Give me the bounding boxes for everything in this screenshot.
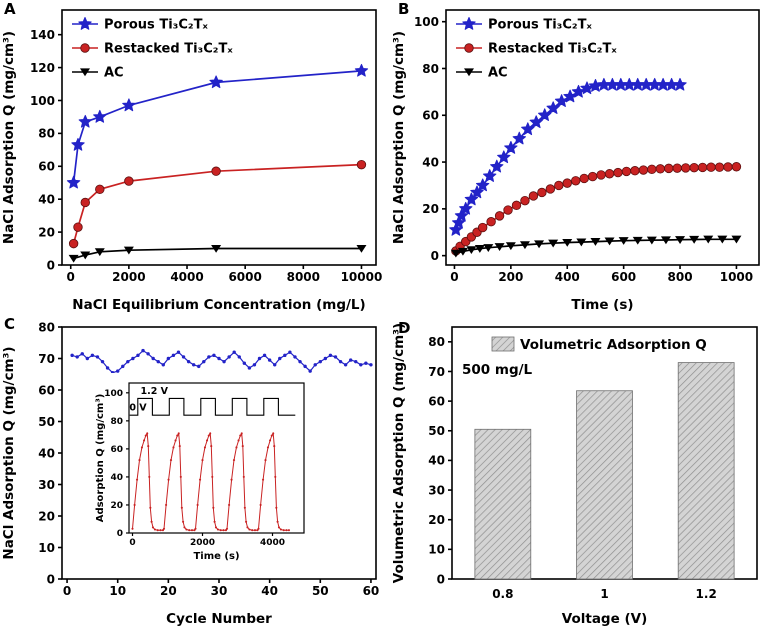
- svg-text:10: 10: [428, 543, 445, 557]
- svg-text:10: 10: [109, 584, 126, 598]
- svg-text:Porous Ti₃C₂Tₓ: Porous Ti₃C₂Tₓ: [488, 18, 592, 33]
- svg-text:0: 0: [437, 572, 445, 586]
- svg-text:40: 40: [38, 193, 55, 207]
- svg-text:0: 0: [117, 529, 123, 539]
- panel-letter-a: A: [4, 0, 16, 18]
- panel-letter-b: B: [398, 0, 410, 18]
- svg-text:0: 0: [47, 258, 55, 272]
- panel-letter-c: C: [4, 315, 16, 333]
- chart-d-voltage-bars: 0 10 20 30 40 50 60 70 80 0.8 1 1.2 Voltage (V) Volum…: [391, 323, 758, 627]
- svg-text:NaCl Adsorption Q (mg/cm³): NaCl Adsorption Q (mg/cm³): [1, 346, 17, 559]
- svg-text:140: 140: [30, 28, 55, 42]
- svg-text:Adsorption Q (mg/cm³): Adsorption Q (mg/cm³): [95, 394, 106, 523]
- svg-text:0.8: 0.8: [492, 587, 513, 601]
- svg-text:Cycle Number: Cycle Number: [166, 611, 272, 627]
- svg-text:30: 30: [428, 483, 445, 497]
- svg-text:60: 60: [422, 109, 439, 123]
- svg-text:NaCl Equilibrium Concentration: NaCl Equilibrium Concentration (mg/L): [72, 297, 365, 313]
- svg-text:0: 0: [67, 270, 75, 284]
- panel-d: D 0 10 20 30 40 50 60 70 80 0.8 1 1.2 Voltage (V) Vol…: [390, 315, 775, 629]
- svg-text:Restacked Ti₃C₂Tₓ: Restacked Ti₃C₂Tₓ: [104, 42, 233, 57]
- svg-text:Time (s): Time (s): [571, 297, 633, 313]
- svg-text:4000: 4000: [260, 538, 285, 548]
- svg-text:2000: 2000: [190, 538, 215, 548]
- svg-text:60: 60: [363, 584, 380, 598]
- svg-text:1: 1: [600, 587, 608, 601]
- svg-text:100: 100: [414, 15, 439, 29]
- svg-text:20: 20: [110, 501, 123, 511]
- svg-text:60: 60: [428, 394, 445, 408]
- svg-text:80: 80: [110, 417, 123, 427]
- svg-text:40: 40: [261, 584, 278, 598]
- svg-text:2000: 2000: [112, 270, 145, 284]
- svg-text:30: 30: [211, 584, 228, 598]
- svg-text:30: 30: [38, 478, 55, 492]
- svg-text:80: 80: [38, 320, 55, 334]
- svg-text:600: 600: [611, 270, 636, 284]
- svg-text:200: 200: [498, 270, 523, 284]
- svg-text:Voltage (V): Voltage (V): [562, 611, 647, 627]
- svg-text:70: 70: [428, 365, 445, 379]
- chart-a-adsorption-isotherm: 0 20 40 60 80 100 120 140 0 2000 4000 6000 8000 10000…: [1, 9, 383, 313]
- svg-text:40: 40: [38, 446, 55, 460]
- svg-text:0: 0: [63, 584, 71, 598]
- svg-text:Restacked Ti₃C₂Tₓ: Restacked Ti₃C₂Tₓ: [488, 42, 617, 57]
- svg-text:20: 20: [38, 509, 55, 523]
- svg-text:1.2: 1.2: [696, 587, 717, 601]
- svg-text:60: 60: [38, 383, 55, 397]
- panel-b: B 0 20 40 60 80 100 0 200 400 600 800 1000 Time (s) N…: [390, 0, 775, 315]
- svg-text:50: 50: [428, 424, 445, 438]
- svg-text:500 mg/L: 500 mg/L: [462, 362, 533, 378]
- svg-text:0 V: 0 V: [129, 402, 147, 413]
- panel-c: C 0 10 20 30 40 50 60 70 80 0 10 20 30 40 50 60 Cycle Nu…: [0, 315, 390, 629]
- svg-text:400: 400: [555, 270, 580, 284]
- svg-text:70: 70: [38, 352, 55, 366]
- svg-text:40: 40: [110, 473, 123, 483]
- svg-text:60: 60: [38, 160, 55, 174]
- panel-letter-d: D: [398, 319, 411, 337]
- svg-text:4000: 4000: [170, 270, 203, 284]
- svg-text:120: 120: [30, 61, 55, 75]
- svg-text:20: 20: [428, 513, 445, 527]
- svg-text:80: 80: [422, 62, 439, 76]
- svg-text:800: 800: [668, 270, 693, 284]
- panel-a: A 0 20 40 60 80 100 120 140 0 2000 4000 6000 8000 100…: [0, 0, 390, 315]
- svg-text:100: 100: [30, 94, 55, 108]
- svg-text:0: 0: [47, 572, 55, 586]
- svg-text:100: 100: [104, 389, 123, 399]
- svg-text:80: 80: [428, 335, 445, 349]
- svg-text:40: 40: [428, 454, 445, 468]
- svg-text:50: 50: [38, 415, 55, 429]
- svg-text:1.2 V: 1.2 V: [141, 386, 169, 397]
- svg-text:10: 10: [38, 541, 55, 555]
- svg-text:Porous Ti₃C₂Tₓ: Porous Ti₃C₂Tₓ: [104, 18, 208, 33]
- svg-text:AC: AC: [488, 66, 508, 81]
- svg-text:NaCl Adsorption Q (mg/cm³): NaCl Adsorption Q (mg/cm³): [1, 31, 17, 244]
- svg-text:NaCl Adsorption Q (mg/cm³): NaCl Adsorption Q (mg/cm³): [391, 31, 407, 244]
- svg-text:8000: 8000: [287, 270, 320, 284]
- svg-text:1000: 1000: [720, 270, 753, 284]
- svg-text:Volumetric Adsorption Q (mg/cm: Volumetric Adsorption Q (mg/cm³): [391, 323, 407, 583]
- svg-text:0: 0: [450, 270, 458, 284]
- svg-text:Time (s): Time (s): [193, 551, 239, 562]
- svg-text:20: 20: [160, 584, 177, 598]
- svg-text:50: 50: [312, 584, 329, 598]
- svg-text:10000: 10000: [341, 270, 383, 284]
- svg-text:20: 20: [422, 202, 439, 216]
- chart-c-cycling-stability: 0 10 20 30 40 50 60 70 80 0 10 20 30 40 50 60 Cycle Numb…: [1, 320, 380, 627]
- svg-text:80: 80: [38, 127, 55, 141]
- svg-text:AC: AC: [104, 66, 124, 81]
- svg-text:0: 0: [431, 249, 439, 263]
- svg-text:40: 40: [422, 155, 439, 169]
- svg-text:0: 0: [129, 538, 135, 548]
- svg-text:Volumetric Adsorption Q: Volumetric Adsorption Q: [520, 337, 707, 353]
- svg-text:60: 60: [110, 445, 123, 455]
- svg-text:20: 20: [38, 225, 55, 239]
- svg-text:6000: 6000: [228, 270, 261, 284]
